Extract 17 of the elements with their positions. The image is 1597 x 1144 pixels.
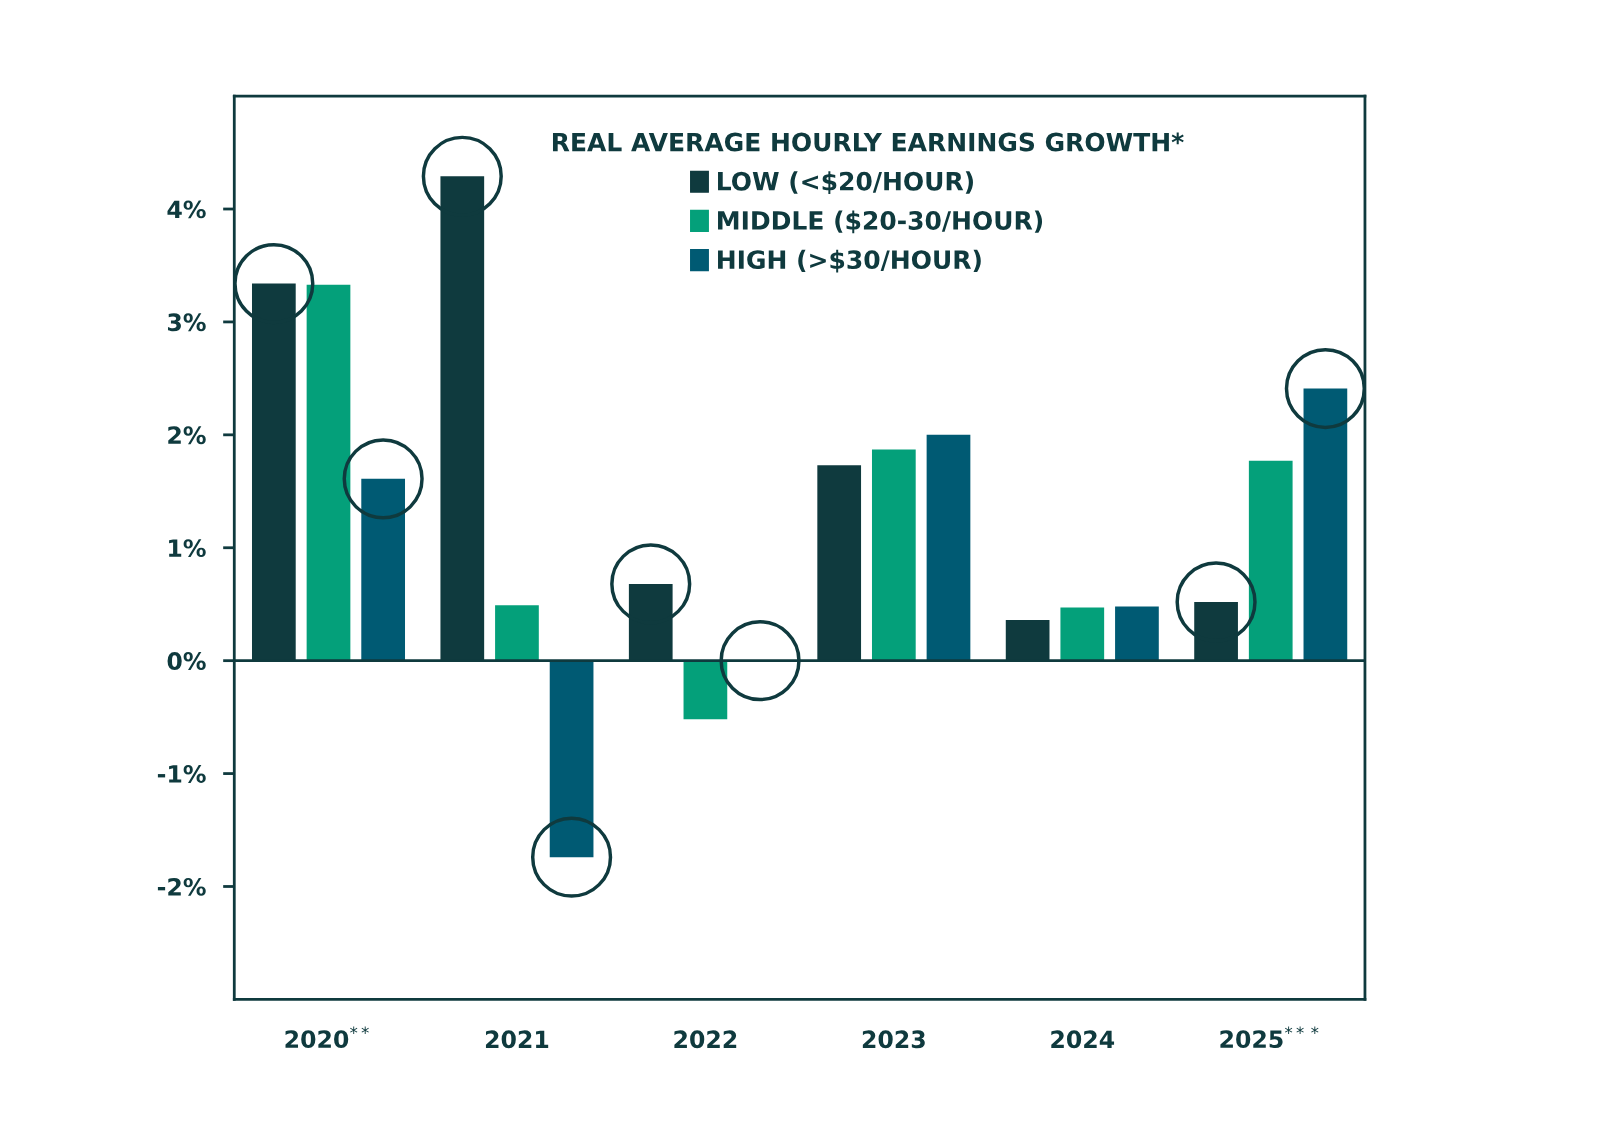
x-tick-label: 2021 — [485, 1030, 549, 1049]
y-tick-label: -1% — [157, 765, 206, 783]
y-tick-label: 0% — [167, 652, 206, 670]
y-tick-label: -2% — [157, 877, 206, 896]
legend-label: LOW (<$20/HOUR) — [718, 171, 973, 195]
x-tick-label: 2020$^{**}$ — [285, 1026, 369, 1049]
x-tick-label: 2025$^{***}$ — [1220, 1026, 1319, 1049]
y-tick-label: 2% — [168, 426, 206, 445]
legend-label: MIDDLE ($20-30/HOUR) — [718, 210, 1043, 234]
legend-title: REAL AVERAGE HOURLY EARNINGS GROWTH* — [552, 132, 1184, 152]
y-tick-label: 3% — [167, 313, 206, 332]
x-tick-label: 2022 — [674, 1030, 737, 1049]
x-tick-label: 2024 — [1051, 1030, 1115, 1049]
y-tick-label: 4% — [167, 200, 206, 219]
legend-label: HIGH (>$30/HOUR) — [718, 249, 981, 273]
y-tick-label: 1% — [169, 539, 206, 558]
x-tick-label: 2023 — [862, 1030, 925, 1049]
